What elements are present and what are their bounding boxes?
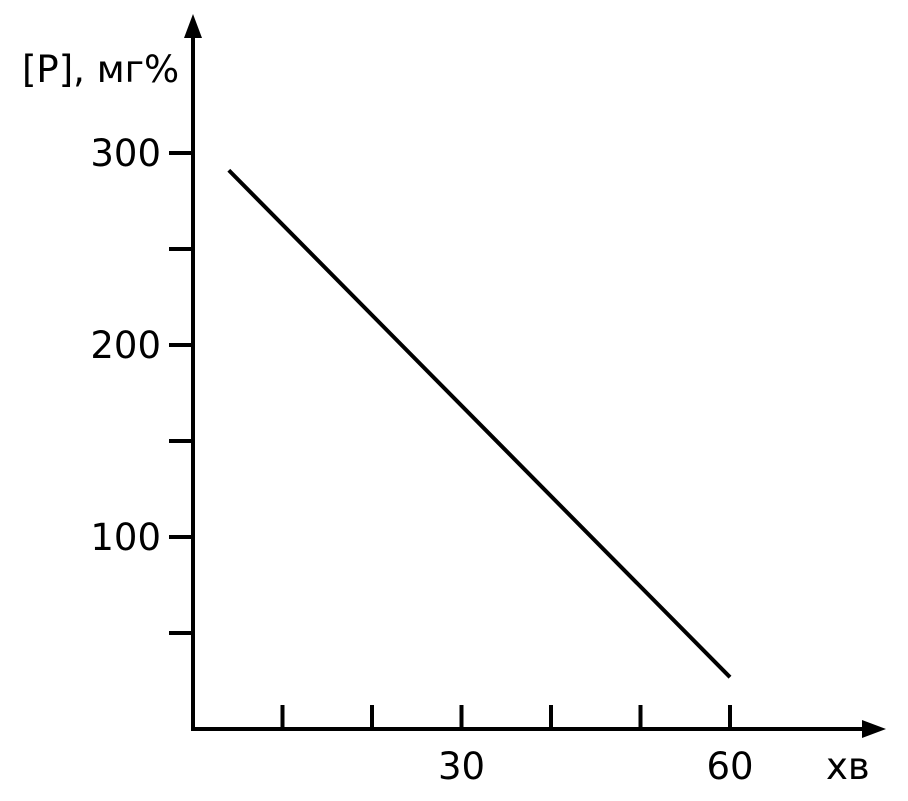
x-tick-label: 30 <box>438 745 485 788</box>
x-tick-label: 60 <box>706 745 753 788</box>
series <box>227 168 732 679</box>
y-tick-label: 100 <box>90 516 161 559</box>
series-line <box>227 168 732 679</box>
y-tick-label: 300 <box>90 132 161 175</box>
x-axis-arrow <box>862 720 886 738</box>
axes <box>184 14 886 738</box>
y-axis-title: [P], мг% <box>22 48 179 91</box>
y-axis-arrow <box>184 14 202 38</box>
y-tick-label: 200 <box>90 324 161 367</box>
x-axis-title: хв <box>826 745 870 788</box>
ticks: 100 200 300 30 60 <box>90 132 753 788</box>
